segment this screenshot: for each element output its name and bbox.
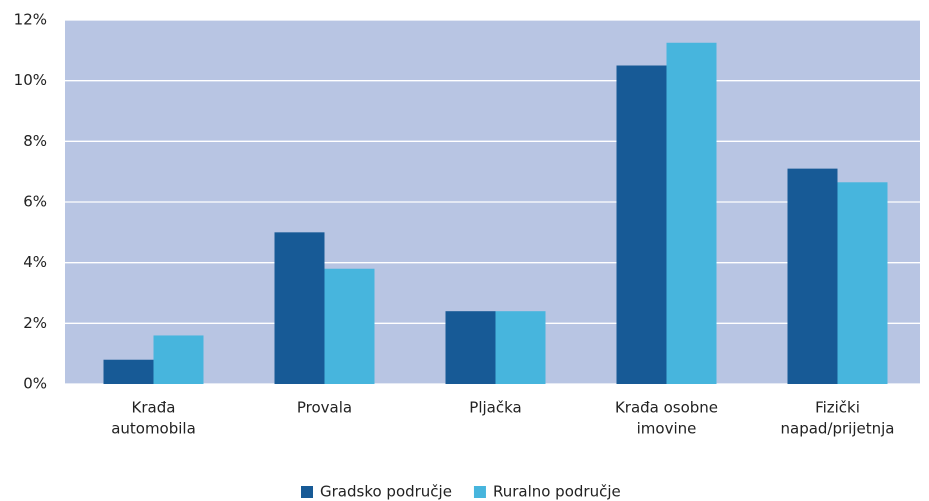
bar bbox=[445, 311, 496, 384]
legend-label: Ruralno područje bbox=[493, 483, 621, 501]
y-tick-label: 2% bbox=[23, 314, 47, 332]
x-tick-label: Fizički bbox=[815, 399, 860, 417]
x-tick-label: automobila bbox=[111, 420, 196, 438]
legend-label: Gradsko područje bbox=[320, 483, 452, 501]
bar bbox=[787, 168, 838, 384]
bar bbox=[837, 182, 888, 384]
y-tick-label: 0% bbox=[23, 375, 47, 393]
legend-swatch bbox=[301, 486, 313, 498]
bar bbox=[274, 232, 325, 384]
y-tick-label: 6% bbox=[23, 193, 47, 211]
bar bbox=[495, 311, 546, 384]
bar bbox=[103, 359, 154, 384]
bar bbox=[616, 65, 667, 384]
bar bbox=[153, 335, 204, 384]
x-tick-label: Pljačka bbox=[469, 399, 521, 417]
y-tick-label: 8% bbox=[23, 132, 47, 150]
y-tick-label: 12% bbox=[14, 11, 47, 29]
x-tick-label: Provala bbox=[297, 399, 352, 417]
x-tick-label: imovine bbox=[637, 420, 697, 438]
legend-swatch bbox=[473, 486, 486, 498]
x-tick-label: Krađa osobne bbox=[615, 399, 718, 417]
y-tick-label: 4% bbox=[23, 253, 47, 271]
bar bbox=[324, 268, 375, 384]
x-tick-label: napad/prijetnja bbox=[781, 420, 895, 438]
y-tick-label: 10% bbox=[14, 71, 47, 89]
x-tick-label: Krađa bbox=[132, 399, 176, 417]
bar bbox=[666, 42, 717, 384]
